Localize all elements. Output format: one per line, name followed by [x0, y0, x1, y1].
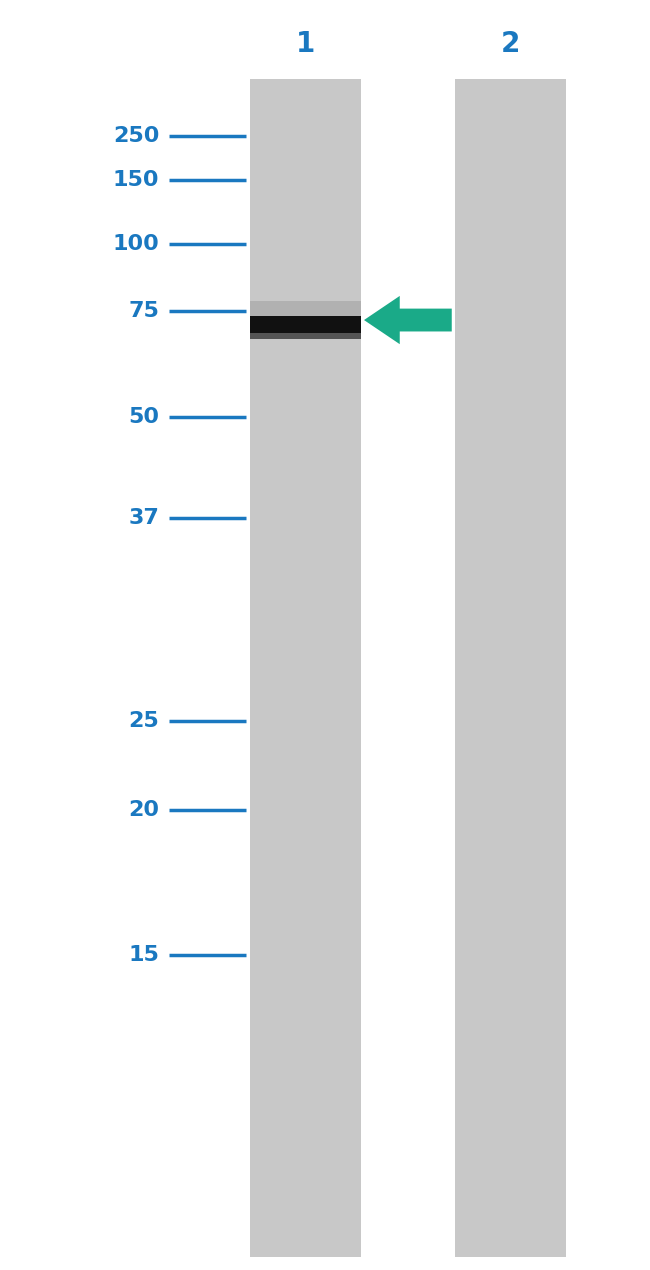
- Text: 37: 37: [129, 508, 159, 528]
- Bar: [455, 79, 566, 1257]
- Text: 2: 2: [500, 30, 520, 58]
- Bar: [250, 316, 361, 333]
- Text: 250: 250: [113, 126, 159, 146]
- Text: 25: 25: [129, 711, 159, 732]
- FancyArrow shape: [364, 296, 452, 344]
- Text: 50: 50: [128, 406, 159, 427]
- Text: 1: 1: [296, 30, 315, 58]
- Text: 100: 100: [112, 234, 159, 254]
- Text: 20: 20: [128, 800, 159, 820]
- Bar: [250, 333, 361, 339]
- Text: 150: 150: [112, 170, 159, 190]
- Text: 75: 75: [129, 301, 159, 321]
- Text: 15: 15: [129, 945, 159, 965]
- Bar: [250, 79, 361, 1257]
- Bar: [250, 301, 361, 316]
